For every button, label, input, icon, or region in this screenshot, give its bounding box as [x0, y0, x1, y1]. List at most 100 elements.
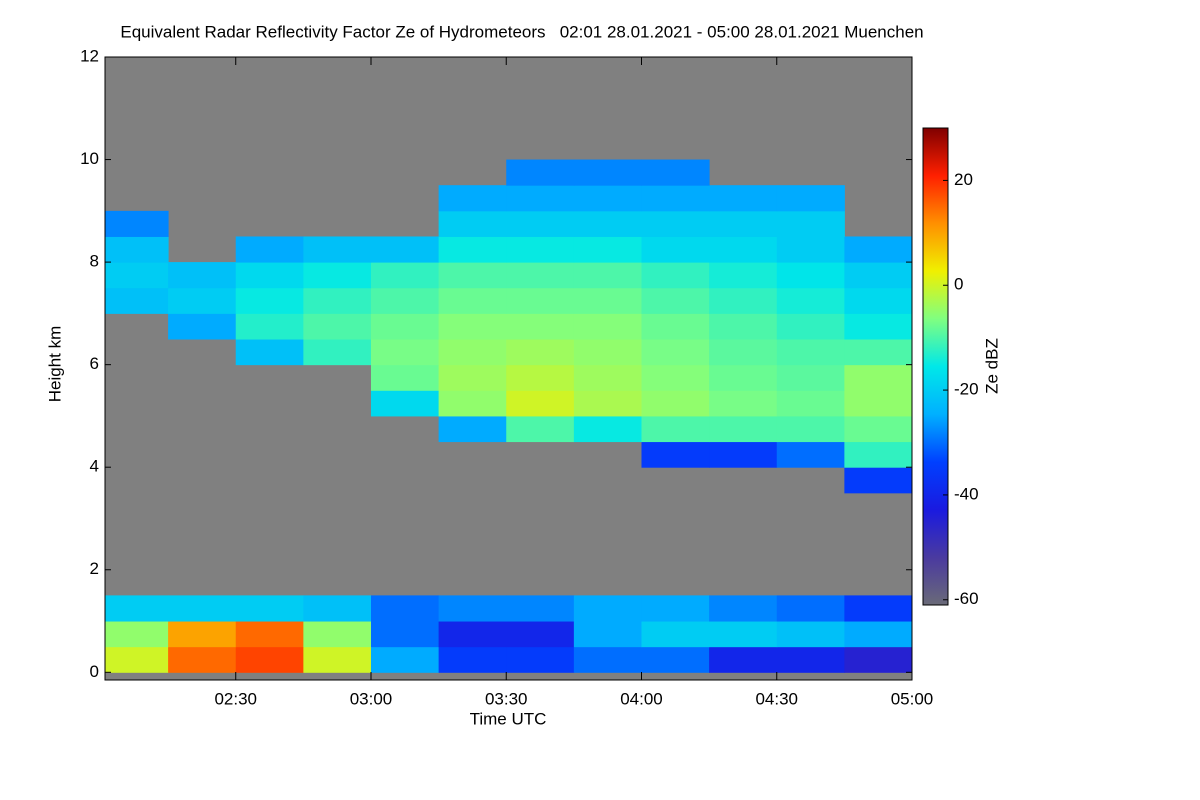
heat-cell	[573, 390, 642, 417]
heat-cell	[641, 646, 710, 673]
heat-cell	[303, 236, 372, 263]
heat-cell	[776, 236, 845, 263]
heat-cell	[235, 313, 304, 340]
heat-cell	[506, 210, 575, 237]
heat-cell	[235, 595, 304, 622]
heat-cell	[776, 390, 845, 417]
heat-cell	[641, 210, 710, 237]
heat-cell	[709, 646, 778, 673]
x-tick-label: 02:30	[214, 689, 257, 708]
heat-cell	[303, 621, 372, 648]
heat-cell	[844, 364, 913, 391]
heat-cell	[235, 339, 304, 366]
heat-cell	[506, 646, 575, 673]
heat-cell	[168, 313, 237, 340]
heat-cell	[370, 595, 440, 622]
heat-cell	[776, 313, 845, 340]
heat-cell	[438, 287, 507, 314]
colorbar-tick-label: 0	[954, 275, 963, 294]
heat-cell	[709, 595, 778, 622]
heat-cell	[303, 646, 372, 673]
heat-cell	[506, 313, 575, 340]
heat-cell	[844, 415, 913, 443]
heat-cell	[105, 646, 169, 673]
heat-cell	[776, 415, 845, 443]
heat-cell	[641, 287, 710, 314]
heat-cell	[776, 185, 845, 212]
colorbar-tick-label: -40	[954, 484, 979, 503]
heat-cell	[709, 364, 778, 391]
x-tick-label: 04:00	[620, 689, 663, 708]
heat-cell	[168, 595, 237, 622]
heat-cell	[105, 236, 169, 263]
heat-cell	[709, 339, 778, 366]
heat-cell	[641, 236, 710, 263]
y-tick-label: 0	[90, 662, 99, 681]
heat-cell	[370, 287, 440, 314]
heat-cell	[168, 646, 237, 673]
heat-cell	[506, 339, 575, 366]
heat-cell	[506, 621, 575, 648]
heat-cell	[573, 364, 642, 391]
heat-cell	[506, 595, 575, 622]
heat-cell	[168, 287, 237, 314]
heat-cell	[709, 185, 778, 212]
heat-cell	[303, 595, 372, 622]
heat-cell	[573, 287, 642, 314]
heat-cell	[235, 621, 304, 648]
heat-cell	[438, 390, 507, 417]
heat-cell	[370, 390, 440, 417]
heat-cell	[438, 595, 507, 622]
heat-cell	[105, 595, 169, 622]
heat-cell	[105, 621, 169, 648]
chart-title: Equivalent Radar Reflectivity Factor Ze …	[120, 22, 923, 41]
heat-cell	[573, 236, 642, 263]
colorbar-tick-label: -60	[954, 589, 979, 608]
heat-cell	[105, 262, 169, 289]
y-tick-label: 8	[90, 252, 99, 271]
heat-cell	[168, 262, 237, 289]
heat-cell	[776, 262, 845, 289]
heat-cell	[438, 339, 507, 366]
y-axis-label: Height km	[45, 326, 64, 403]
heat-cell	[370, 646, 440, 673]
heat-cell	[235, 236, 304, 263]
heat-cell	[776, 441, 845, 468]
colorbar	[922, 127, 949, 606]
heat-cell	[303, 339, 372, 366]
heat-cell	[709, 415, 778, 443]
heat-cell	[506, 364, 575, 391]
heat-cell	[844, 646, 913, 673]
heat-cell	[438, 313, 507, 340]
heat-cell	[438, 415, 507, 443]
heat-cell	[709, 621, 778, 648]
y-tick-label: 12	[80, 46, 99, 65]
heat-cell	[573, 159, 642, 186]
heat-cell	[506, 390, 575, 417]
heat-cell	[709, 390, 778, 417]
heat-cell	[641, 595, 710, 622]
heat-cell	[573, 262, 642, 289]
heat-cell	[709, 441, 778, 468]
heat-cell	[573, 621, 642, 648]
heat-cell	[641, 390, 710, 417]
heat-cell	[438, 185, 507, 212]
heat-cell	[235, 287, 304, 314]
heat-cell	[641, 441, 710, 468]
heat-cell	[303, 287, 372, 314]
heat-cell	[506, 159, 575, 186]
heat-cell	[844, 236, 913, 263]
heat-cell	[506, 415, 575, 443]
y-tick-label: 6	[90, 354, 99, 373]
heat-cell	[438, 621, 507, 648]
heat-cell	[709, 236, 778, 263]
heat-cell	[641, 313, 710, 340]
heat-cell	[844, 287, 913, 314]
heat-cell	[776, 364, 845, 391]
heat-cell	[438, 262, 507, 289]
heat-cell	[709, 262, 778, 289]
heat-cell	[776, 287, 845, 314]
plot-frame	[104, 56, 913, 681]
heat-cell	[844, 595, 913, 622]
